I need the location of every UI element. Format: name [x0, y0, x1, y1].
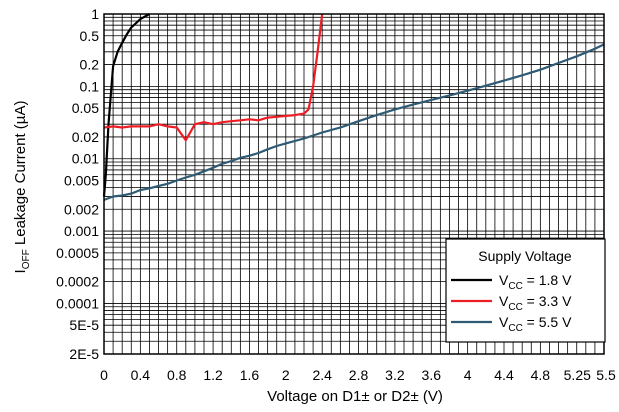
x-tick-label: 3.2 — [385, 367, 405, 383]
legend-label-3: VCC = 5.5 V — [499, 314, 572, 334]
y-axis-title-prefix: I — [12, 269, 29, 273]
x-tick-label: 4.4 — [494, 367, 514, 383]
y-tick-label: 0.2 — [80, 57, 100, 73]
legend-label-main: V — [499, 293, 509, 309]
x-tick-label: 2.4 — [312, 367, 332, 383]
x-tick-labels: 0 0.4 0.8 1.2 1.6 2 2.4 2.8 3.2 3.6 4 4.4 4.8 5.25 5.5 — [100, 367, 616, 383]
x-tick-label: 1.2 — [203, 367, 223, 383]
x-tick-label: 0 — [100, 367, 108, 383]
y-tick-label: 2E-5 — [69, 346, 99, 362]
legend-label-main: V — [499, 272, 509, 288]
y-axis-title-text: Leakage Current (µA) — [12, 101, 29, 250]
y-tick-labels: 1 0.5 0.2 0.1 0.05 0.02 0.01 0.005 0.002 0.001 0.0… — [56, 6, 99, 362]
legend-label-value: = 5.5 V — [523, 314, 572, 330]
legend-label-value: = 3.3 V — [523, 293, 572, 309]
x-axis-title: Voltage on D1± or D2± (V) — [267, 388, 443, 405]
legend-label-1: VCC = 1.8 V — [499, 272, 572, 292]
legend-box — [445, 238, 606, 343]
y-axis-title-subscript: OFF — [21, 249, 32, 269]
y-tick-label: 0.001 — [64, 223, 99, 239]
x-tick-label: 2.8 — [349, 367, 369, 383]
y-tick-label: 0.5 — [80, 28, 100, 44]
y-tick-label: 0.0002 — [56, 274, 99, 290]
y-axis-title: IOFF Leakage Current (µA) — [12, 101, 32, 274]
plot-area-frame — [103, 13, 605, 355]
y-tick-label: 1 — [91, 6, 99, 22]
y-tick-label: 0.005 — [64, 172, 99, 188]
x-tick-label: 4 — [464, 367, 472, 383]
x-tick-label: 0.8 — [167, 367, 187, 383]
x-tick-label: 5.25 — [564, 367, 591, 383]
y-tick-label: 0.1 — [80, 78, 100, 94]
y-tick-label: 0.01 — [72, 151, 99, 167]
legend-label-value: = 1.8 V — [523, 272, 572, 288]
y-tick-label: 5E-5 — [69, 317, 99, 333]
series-lines — [102, 13, 605, 201]
legend-label-subscript: CC — [508, 281, 522, 292]
series-line-3 — [103, 43, 605, 201]
legend-label-2: VCC = 3.3 V — [499, 293, 572, 313]
x-tick-label: 1.6 — [240, 367, 260, 383]
series-line-2 — [103, 13, 324, 142]
legend-label-main: V — [499, 314, 509, 330]
legend-title: Supply Voltage — [478, 248, 572, 264]
x-tick-label: 5.5 — [596, 367, 616, 383]
x-tick-label: 0.4 — [131, 367, 151, 383]
y-tick-label: 0.05 — [72, 100, 99, 116]
y-tick-label: 0.002 — [64, 201, 99, 217]
x-tick-label: 2 — [282, 367, 290, 383]
y-tick-label: 0.0001 — [56, 295, 99, 311]
series-line-1 — [102, 13, 151, 197]
y-tick-label: 0.02 — [72, 129, 99, 145]
x-tick-label: 4.8 — [531, 367, 551, 383]
legend-label-subscript: CC — [508, 323, 522, 334]
legend-label-subscript: CC — [508, 302, 522, 313]
y-tick-label: 0.0005 — [56, 245, 99, 261]
x-tick-label: 3.6 — [422, 367, 442, 383]
